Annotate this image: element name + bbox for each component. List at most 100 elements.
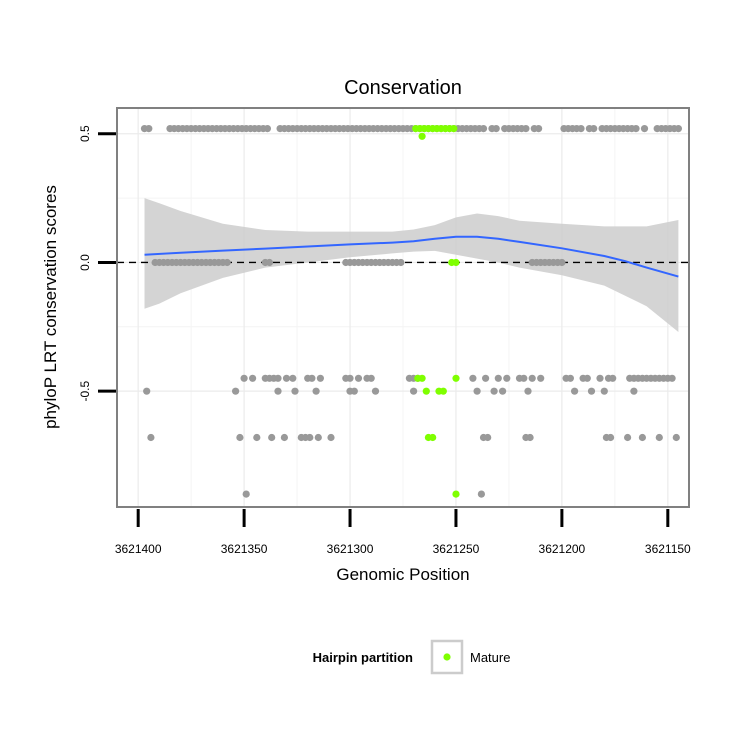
other-point <box>265 258 274 267</box>
other-point <box>350 387 358 395</box>
other-point <box>484 433 492 442</box>
other-point <box>469 374 477 382</box>
mature-point <box>450 125 458 133</box>
other-point <box>522 125 530 133</box>
other-point <box>280 433 288 442</box>
other-point <box>242 490 250 498</box>
mature-point <box>418 374 426 382</box>
other-point <box>291 387 299 395</box>
mature-point <box>452 374 460 382</box>
points-layer <box>140 125 683 498</box>
other-point <box>354 374 363 382</box>
other-point <box>289 374 297 382</box>
other-point <box>274 387 282 395</box>
other-point <box>274 374 282 382</box>
other-point <box>282 374 291 382</box>
legend: Hairpin partition Mature <box>313 639 510 675</box>
x-tick-label: 3621150 <box>645 542 691 556</box>
y-axis: -0.5 0.0 0.5 <box>78 125 116 402</box>
other-point <box>473 387 481 395</box>
other-point <box>346 374 354 382</box>
other-point <box>624 433 632 442</box>
other-point <box>482 374 490 382</box>
other-point <box>492 125 500 133</box>
other-point <box>314 433 322 442</box>
other-point <box>316 374 324 382</box>
other-point <box>537 374 545 382</box>
other-point <box>577 125 585 133</box>
other-point <box>524 387 532 395</box>
other-point <box>494 374 502 382</box>
other-point <box>308 374 316 382</box>
other-point <box>397 258 405 267</box>
y-tick-label: 0.5 <box>78 125 92 142</box>
other-point <box>630 387 638 395</box>
other-point <box>640 125 649 133</box>
smooth-line-layer <box>144 235 679 278</box>
mature-point <box>439 387 447 395</box>
other-point <box>535 125 543 133</box>
mature-point <box>452 258 460 267</box>
other-point <box>268 433 276 442</box>
other-point <box>558 258 566 267</box>
x-tick-label: 3621200 <box>539 542 586 556</box>
other-point <box>528 374 536 382</box>
other-point <box>490 387 498 395</box>
legend-key-mature-point <box>443 653 451 661</box>
other-point <box>479 125 488 133</box>
x-tick-label: 3621250 <box>433 542 480 556</box>
other-point <box>566 374 575 382</box>
other-point <box>668 374 676 382</box>
x-tick-label: 3621300 <box>327 542 374 556</box>
other-point <box>674 125 683 133</box>
other-point <box>503 374 511 382</box>
other-point <box>143 387 151 395</box>
other-point <box>312 387 320 395</box>
y-axis-title: phyloP LRT conservation scores <box>41 185 60 429</box>
other-point <box>477 490 485 498</box>
other-point <box>253 433 261 442</box>
y-tick-label: -0.5 <box>78 381 92 402</box>
legend-label-mature: Mature <box>470 650 510 665</box>
legend-title: Hairpin partition <box>313 650 413 665</box>
x-tick-label: 3621400 <box>115 542 162 556</box>
other-point <box>410 387 418 395</box>
other-point <box>587 387 596 395</box>
other-point <box>249 374 257 382</box>
other-point <box>263 125 271 133</box>
other-point <box>672 433 680 442</box>
other-point <box>638 433 647 442</box>
confidence-ribbon-layer <box>144 198 679 332</box>
other-point <box>147 433 155 442</box>
other-point <box>583 374 591 382</box>
other-point <box>655 433 663 442</box>
other-point <box>371 387 380 395</box>
x-tick-label: 3621350 <box>221 542 268 556</box>
other-point <box>145 125 153 133</box>
grid-lines <box>117 108 689 507</box>
mature-point <box>429 433 437 442</box>
loess-smooth-line <box>144 235 679 278</box>
other-point <box>306 433 314 442</box>
other-point <box>236 433 244 442</box>
other-point <box>526 433 534 442</box>
panel-border <box>116 107 690 508</box>
other-point <box>367 374 375 382</box>
mature-point <box>422 387 430 395</box>
y-tick-label: 0.0 <box>78 254 92 271</box>
mature-point <box>452 490 460 498</box>
x-axis: 3621400 3621350 3621300 3621250 3621200 36211… <box>115 509 691 556</box>
other-point <box>223 258 231 267</box>
other-point <box>571 387 579 395</box>
other-point <box>499 387 507 395</box>
other-point <box>600 387 608 395</box>
other-point <box>609 374 617 382</box>
chart-title: Conservation <box>344 77 462 99</box>
other-point <box>240 374 248 382</box>
mature-point <box>418 132 426 140</box>
confidence-ribbon <box>144 198 679 332</box>
other-point <box>607 433 615 442</box>
other-point <box>596 374 604 382</box>
other-point <box>520 374 528 382</box>
